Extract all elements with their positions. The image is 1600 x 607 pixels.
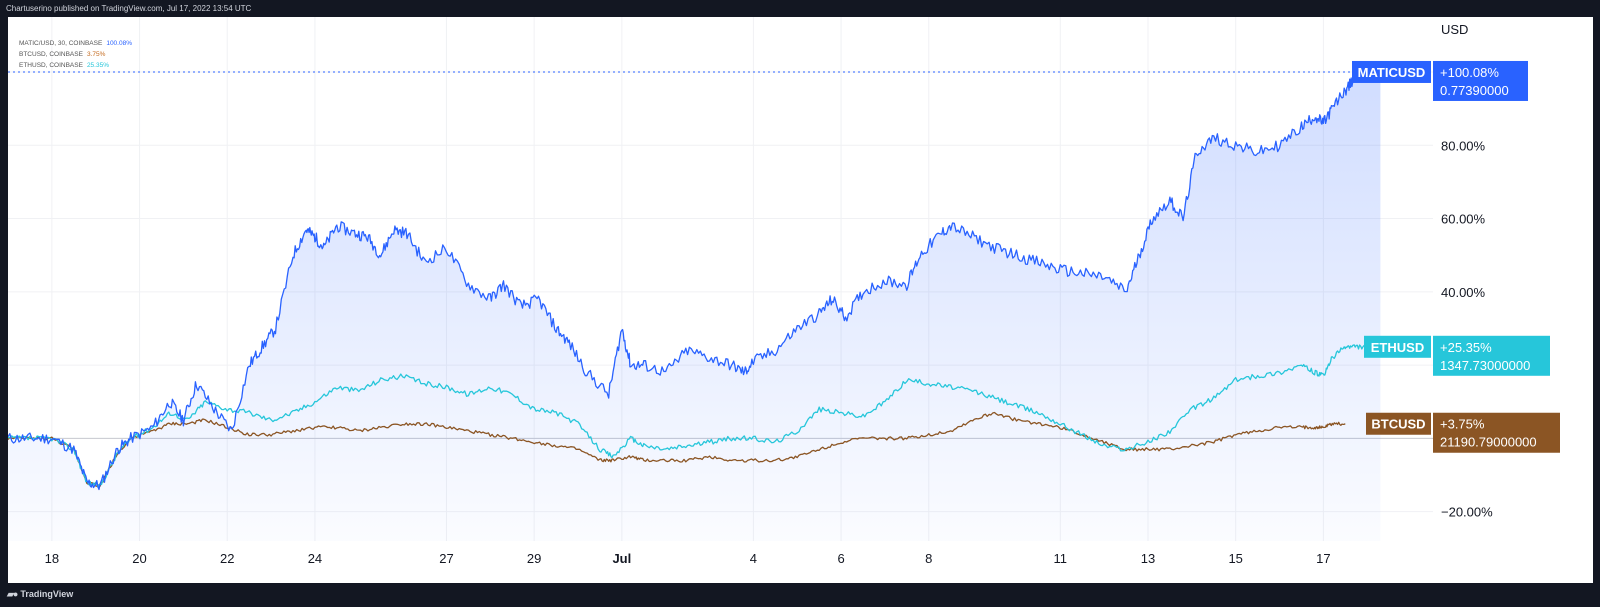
series-price-label: 0.77390000 xyxy=(1440,83,1509,98)
brand-text: TradingView xyxy=(20,589,74,599)
series-tag-label: BTCUSD xyxy=(1371,417,1425,432)
tradingview-brand[interactable]: ▰● TradingView xyxy=(7,589,73,600)
y-tick-label: −20.00% xyxy=(1441,505,1493,520)
series-area-maticusd xyxy=(8,67,1381,541)
x-tick-label: 18 xyxy=(45,551,59,566)
legend-value: 3.75% xyxy=(86,51,106,58)
x-tick-label: 15 xyxy=(1228,551,1242,566)
series-value-box xyxy=(1433,335,1550,376)
y-axis-unit: USD xyxy=(1441,22,1468,37)
chart-area[interactable]: 80.00% 60.00% 40.00% −20.00% USD 18 20 22 24 27 29… xyxy=(8,17,1593,583)
series-change-label: +100.08% xyxy=(1440,65,1499,80)
series-price-label: 1347.73000000 xyxy=(1440,358,1530,373)
series-price-label: 21190.79000000 xyxy=(1440,435,1537,450)
x-tick-label: 20 xyxy=(132,551,146,566)
x-tick-label: 29 xyxy=(527,551,541,566)
tradingview-logo-icon: ▰● xyxy=(7,589,18,599)
publish-info-bar: Chartuserino published on TradingView.co… xyxy=(0,0,1600,17)
series-tag-label: ETHUSD xyxy=(1371,340,1424,355)
series-value-box xyxy=(1433,60,1528,101)
x-tick-label: 22 xyxy=(220,551,234,566)
series-change-label: +3.75% xyxy=(1440,417,1485,432)
legend-value: 25.35% xyxy=(86,62,109,69)
legend-value: 100.08% xyxy=(106,40,132,47)
legend-item-btc[interactable]: BTCUSD, COINBASE 3.75% xyxy=(19,51,106,58)
series-tag-btcusd xyxy=(1366,412,1431,435)
series-change-label: +25.35% xyxy=(1440,340,1492,355)
series-tag-label: MATICUSD xyxy=(1358,65,1426,80)
legend-item-eth[interactable]: ETHUSD, COINBASE 25.35% xyxy=(19,62,109,69)
x-tick-label: 27 xyxy=(439,551,453,566)
x-tick-label: Jul xyxy=(612,551,631,566)
published-text: Chartuserino published on TradingView.co… xyxy=(6,4,252,13)
series-tag-ethusd xyxy=(1364,335,1431,358)
series-line-btcusd xyxy=(8,411,1346,487)
x-tick-label: 17 xyxy=(1316,551,1330,566)
series-value-box xyxy=(1433,412,1560,453)
y-tick-label: 40.00% xyxy=(1441,285,1486,300)
footer-bar: ▰● TradingView xyxy=(0,583,1600,607)
legend-item-matic[interactable]: MATIC/USD, 30, COINBASE 100.08% xyxy=(19,40,132,47)
series-line-ethusd xyxy=(8,343,1381,488)
y-tick-label: 80.00% xyxy=(1441,138,1486,153)
series-line-maticusd xyxy=(8,67,1382,491)
y-tick-label: 60.00% xyxy=(1441,212,1486,227)
x-tick-label: 11 xyxy=(1054,551,1068,566)
x-tick-label: 8 xyxy=(925,551,932,566)
x-tick-label: 13 xyxy=(1141,551,1155,566)
x-tick-label: 24 xyxy=(308,551,322,566)
x-tick-label: 6 xyxy=(837,551,844,566)
x-tick-label: 4 xyxy=(750,551,757,566)
price-chart[interactable]: 80.00% 60.00% 40.00% −20.00% USD 18 20 22 24 27 29… xyxy=(8,17,1593,583)
chart-legend: MATIC/USD, 30, COINBASE 100.08% BTCUSD, C… xyxy=(19,38,132,71)
series-tag-maticusd xyxy=(1352,60,1431,83)
